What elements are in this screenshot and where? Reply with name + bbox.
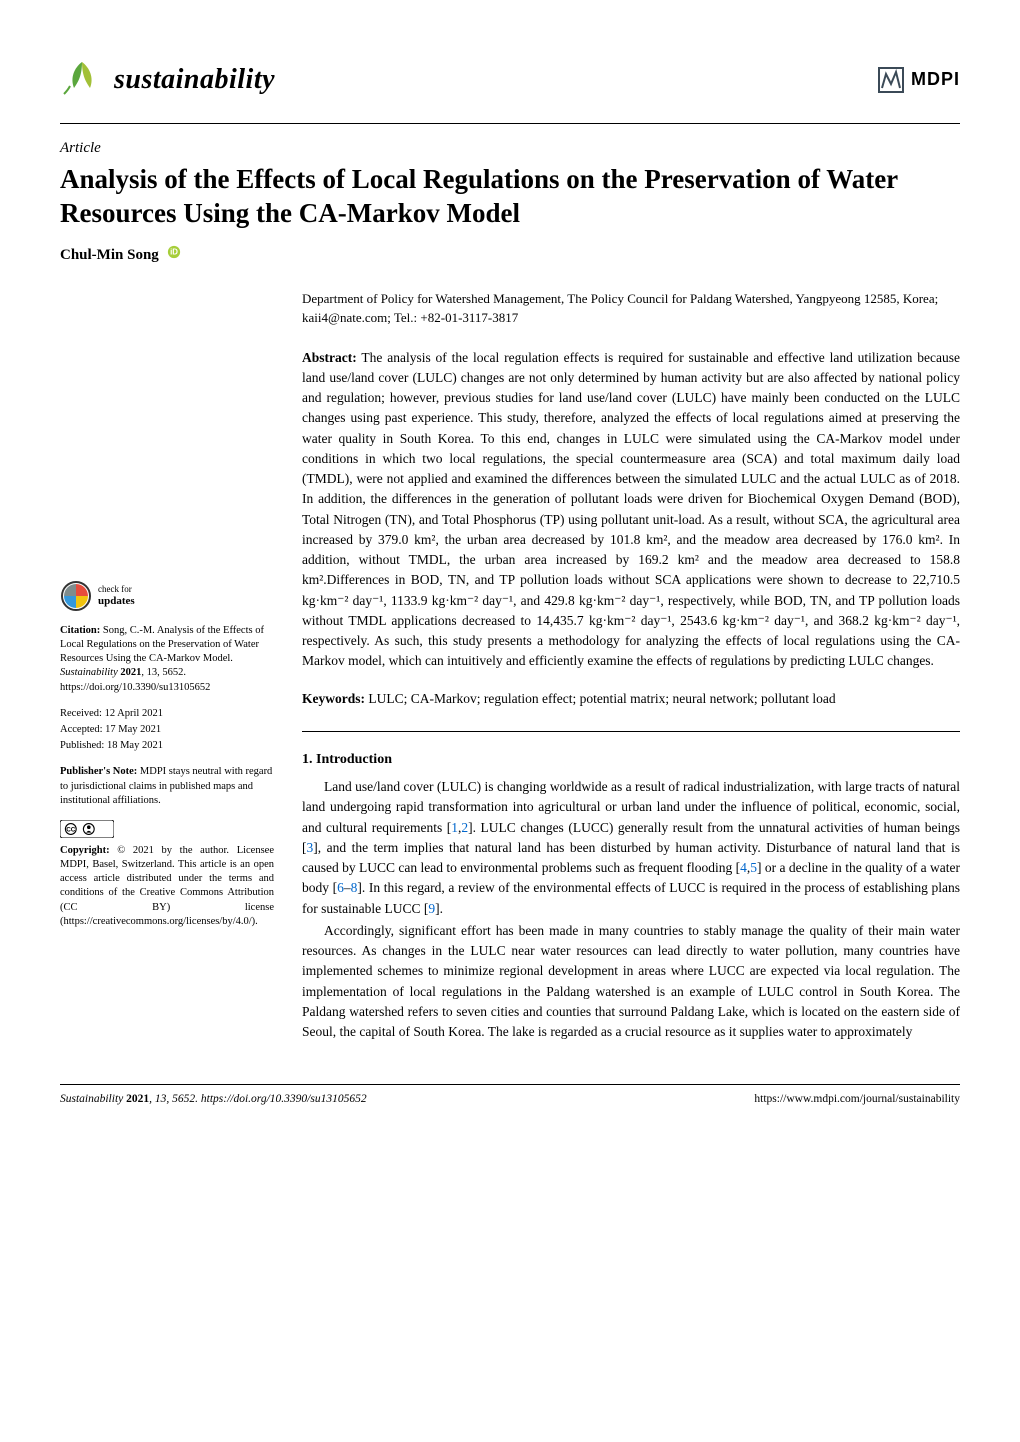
check-for-updates[interactable]: check for updates bbox=[60, 580, 274, 612]
publisher-name: MDPI bbox=[911, 67, 960, 92]
footer-right[interactable]: https://www.mdpi.com/journal/sustainabil… bbox=[754, 1091, 960, 1107]
journal-name: sustainability bbox=[114, 60, 275, 99]
footer-journal: Sustainability bbox=[60, 1093, 126, 1105]
dates-block: Received: 12 April 2021 Accepted: 17 May… bbox=[60, 707, 274, 754]
ref-link-5[interactable]: 5 bbox=[750, 860, 757, 875]
check-line2: updates bbox=[98, 595, 135, 607]
date-received: Received: 12 April 2021 bbox=[60, 707, 274, 721]
keywords-text: LULC; CA-Markov; regulation effect; pote… bbox=[368, 691, 835, 706]
affiliation: Department of Policy for Watershed Manag… bbox=[302, 290, 960, 328]
keywords: Keywords: LULC; CA-Markov; regulation ef… bbox=[302, 690, 960, 709]
main-column: Department of Policy for Watershed Manag… bbox=[302, 290, 960, 1044]
header-rule bbox=[60, 123, 960, 124]
page-footer: Sustainability 2021, 13, 5652. https://d… bbox=[60, 1084, 960, 1107]
section-rule bbox=[302, 731, 960, 732]
citation-journal: Sustainability bbox=[60, 667, 120, 678]
article-title: Analysis of the Effects of Local Regulat… bbox=[60, 163, 960, 231]
leaf-icon bbox=[60, 54, 104, 105]
copyright-block: Copyright: © 2021 by the author. License… bbox=[60, 844, 274, 929]
check-updates-text: check for updates bbox=[98, 585, 135, 607]
footer-rest: , 13, 5652. https://doi.org/10.3390/su13… bbox=[149, 1093, 366, 1105]
crossmark-icon bbox=[60, 580, 92, 612]
p1-h: ]. In this regard, a review of the envir… bbox=[302, 880, 960, 915]
abstract-label: Abstract: bbox=[302, 350, 357, 365]
journal-logo: sustainability bbox=[60, 54, 275, 105]
abstract: Abstract: The analysis of the local regu… bbox=[302, 348, 960, 672]
footer-left: Sustainability 2021, 13, 5652. https://d… bbox=[60, 1091, 367, 1107]
p1-g: – bbox=[344, 880, 351, 895]
orcid-icon[interactable]: iD bbox=[167, 245, 181, 266]
ref-link-4[interactable]: 4 bbox=[740, 860, 747, 875]
mdpi-icon bbox=[877, 66, 905, 94]
pubnote-label: Publisher's Note: bbox=[60, 766, 137, 777]
abstract-text: The analysis of the local regulation eff… bbox=[302, 350, 960, 669]
keywords-label: Keywords: bbox=[302, 691, 365, 706]
copyright-text: © 2021 by the author. Licensee MDPI, Bas… bbox=[60, 845, 274, 927]
footer-url: https://www.mdpi.com/journal/sustainabil… bbox=[754, 1093, 960, 1105]
citation-block: Citation: Song, C.-M. Analysis of the Ef… bbox=[60, 624, 274, 695]
p1-i: ]. bbox=[435, 901, 443, 916]
svg-text:iD: iD bbox=[170, 248, 178, 257]
author-line: Chul-Min Song iD bbox=[60, 245, 960, 266]
publisher-note-block: Publisher's Note: MDPI stays neutral wit… bbox=[60, 765, 274, 808]
check-line1: check for bbox=[98, 585, 135, 595]
article-type: Article bbox=[60, 138, 960, 159]
svg-text:CC: CC bbox=[66, 827, 76, 834]
publisher-logo: MDPI bbox=[877, 66, 960, 94]
section-title-intro: 1. Introduction bbox=[302, 750, 960, 770]
intro-p2: Accordingly, significant effort has been… bbox=[302, 921, 960, 1043]
citation-label: Citation: bbox=[60, 625, 100, 636]
footer-year: 2021 bbox=[126, 1093, 149, 1105]
ref-link-6[interactable]: 6 bbox=[337, 880, 344, 895]
date-published: Published: 18 May 2021 bbox=[60, 739, 274, 753]
cc-license-badge[interactable]: CC bbox=[60, 820, 274, 838]
author-name: Chul-Min Song bbox=[60, 247, 159, 263]
sidebar: check for updates Citation: Song, C.-M. … bbox=[60, 290, 274, 1044]
citation-year: 2021 bbox=[120, 667, 141, 678]
copyright-label: Copyright: bbox=[60, 845, 110, 856]
intro-p1: Land use/land cover (LULC) is changing w… bbox=[302, 777, 960, 919]
date-accepted: Accepted: 17 May 2021 bbox=[60, 723, 274, 737]
